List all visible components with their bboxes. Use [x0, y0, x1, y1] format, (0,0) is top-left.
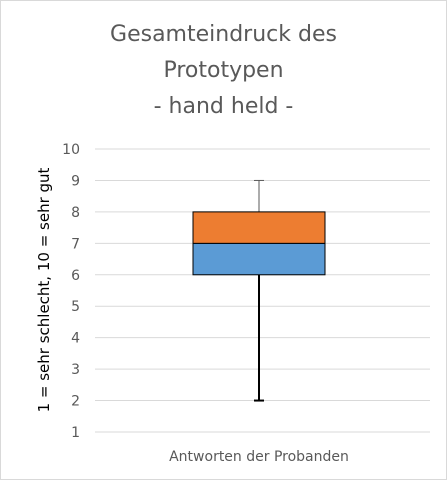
- y-tick-label: 1: [71, 425, 80, 441]
- chart-title-line-3: - hand held -: [153, 94, 294, 119]
- y-tick-label: 2: [71, 394, 80, 410]
- y-tick-label: 7: [71, 236, 80, 252]
- chart-title-line-2: Prototypen: [163, 58, 284, 83]
- y-axis-title: 1 = sehr schlecht, 10 = sehr gut: [35, 167, 53, 412]
- y-tick-label: 6: [71, 268, 80, 284]
- y-tick-label: 10: [62, 142, 80, 158]
- y-tick-label: 4: [71, 331, 80, 347]
- y-tick-label: 9: [71, 173, 80, 189]
- upper-box: [192, 211, 326, 244]
- y-tick-labels: 1 2 3 4 5 6 7 8 9 10: [62, 142, 80, 441]
- x-category-label: Antworten der Probanden: [169, 449, 349, 465]
- box-plot: [192, 179, 326, 402]
- y-tick-label: 8: [71, 205, 80, 221]
- lower-box: [192, 242, 326, 276]
- y-tick-label: 3: [71, 362, 80, 378]
- y-tick-label: 5: [71, 299, 80, 315]
- grid-layer: [95, 148, 430, 433]
- chart-title-line-1: Gesamteindruck des: [110, 22, 337, 47]
